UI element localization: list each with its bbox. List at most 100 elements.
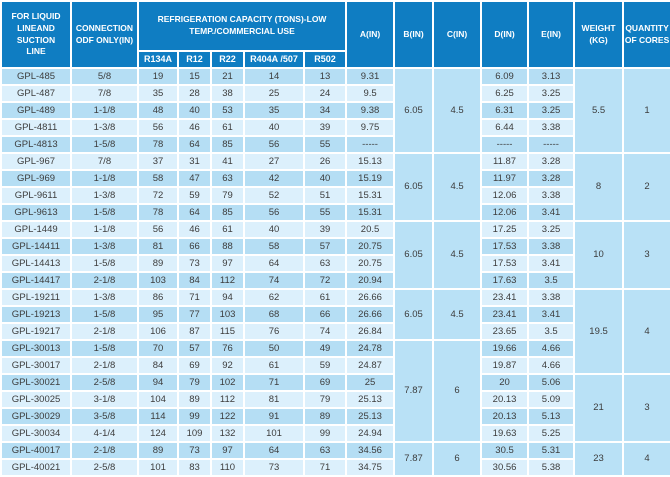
cell-weight-merged: 10 bbox=[573, 220, 625, 290]
table-row: GPL-967 7/8 37 31 41 27 26 15.13 6.05 4.5 11.87 3.2… bbox=[0, 152, 670, 222]
cell-d: 17.25 bbox=[480, 220, 530, 239]
cell-r12: 59 bbox=[177, 186, 212, 205]
cell-r134a: 78 bbox=[137, 135, 179, 154]
table-row: GPL-9611 1-3/8 72 59 79 52 51 15.31 12.06 3.38 bbox=[0, 186, 670, 205]
cell-r12: 69 bbox=[177, 356, 212, 375]
cell-connection: 2-5/8 bbox=[70, 458, 139, 477]
cell-r22: 103 bbox=[210, 305, 245, 324]
cell-model: GPL-9611 bbox=[0, 186, 72, 205]
cell-a: 34.56 bbox=[345, 441, 396, 460]
cell-r134a: 124 bbox=[137, 424, 179, 443]
cell-r134a: 94 bbox=[137, 373, 179, 392]
table-header: FOR LIQUID LINEAND SUCTION LINE CONNECTI… bbox=[0, 0, 670, 69]
cell-d: 19.63 bbox=[480, 424, 530, 443]
cell-r502: 71 bbox=[302, 458, 348, 477]
cell-r12: 46 bbox=[177, 118, 212, 137]
cell-r502: 39 bbox=[302, 220, 348, 239]
cell-a: 24.87 bbox=[345, 356, 396, 375]
cell-r22: 38 bbox=[210, 84, 245, 103]
cell-r22: 102 bbox=[210, 373, 245, 392]
cell-e: 3.41 bbox=[527, 254, 576, 273]
table-body: GPL-485 5/8 19 15 21 14 13 9.31 6.05 4.5 6.09 3.13 5… bbox=[0, 67, 670, 477]
cell-r502: 55 bbox=[302, 203, 348, 222]
cell-r12: 99 bbox=[177, 407, 212, 426]
cell-r134a: 78 bbox=[137, 203, 179, 222]
cell-r404a-507: 74 bbox=[243, 271, 305, 290]
cell-e: 3.28 bbox=[527, 169, 576, 188]
cell-a: 15.13 bbox=[345, 152, 396, 171]
cell-c-merged: 4.5 bbox=[432, 220, 483, 290]
cell-r134a: 58 bbox=[137, 169, 179, 188]
table-row: GPL-40021 2-5/8 101 83 110 73 71 34.75 30.56 5.38 bbox=[0, 458, 670, 477]
cell-d: 20.13 bbox=[480, 390, 530, 409]
cell-e: 4.66 bbox=[527, 356, 576, 375]
table-row: GPL-30029 3-5/8 114 99 122 91 89 25.13 20.13 5.13 bbox=[0, 407, 670, 426]
cell-d: 19.87 bbox=[480, 356, 530, 375]
cell-r404a-507: 64 bbox=[243, 441, 305, 460]
cell-b-merged: 6.05 bbox=[393, 220, 435, 290]
cell-r404a-507: 101 bbox=[243, 424, 305, 443]
cell-quantity-merged: 4 bbox=[622, 288, 670, 375]
cell-d: 17.63 bbox=[480, 271, 530, 290]
cell-model: GPL-30025 bbox=[0, 390, 72, 409]
cell-connection: 1-5/8 bbox=[70, 135, 139, 154]
cell-r22: 92 bbox=[210, 356, 245, 375]
cell-r502: 55 bbox=[302, 135, 348, 154]
cell-r404a-507: 58 bbox=[243, 237, 305, 256]
col-header-r134a: R134A bbox=[137, 50, 179, 69]
cell-r404a-507: 50 bbox=[243, 339, 305, 358]
cell-connection: 1-1/8 bbox=[70, 169, 139, 188]
cell-connection: 2-5/8 bbox=[70, 373, 139, 392]
cell-r22: 61 bbox=[210, 220, 245, 239]
cell-connection: 5/8 bbox=[70, 67, 139, 86]
cell-b-merged: 6.05 bbox=[393, 152, 435, 222]
cell-a: 20.75 bbox=[345, 237, 396, 256]
cell-a: 9.38 bbox=[345, 101, 396, 120]
cell-c-merged: 6 bbox=[432, 441, 483, 477]
cell-r404a-507: 35 bbox=[243, 101, 305, 120]
cell-connection: 2-1/8 bbox=[70, 356, 139, 375]
cell-d: 20 bbox=[480, 373, 530, 392]
cell-connection: 7/8 bbox=[70, 84, 139, 103]
cell-r22: 122 bbox=[210, 407, 245, 426]
cell-connection: 2-1/8 bbox=[70, 271, 139, 290]
cell-r404a-507: 68 bbox=[243, 305, 305, 324]
cell-r404a-507: 91 bbox=[243, 407, 305, 426]
col-header-e: E(IN) bbox=[527, 0, 576, 69]
cell-r22: 110 bbox=[210, 458, 245, 477]
cell-model: GPL-14411 bbox=[0, 237, 72, 256]
cell-d: 6.31 bbox=[480, 101, 530, 120]
cell-weight-merged: 23 bbox=[573, 441, 625, 477]
cell-a: 20.94 bbox=[345, 271, 396, 290]
cell-d: 30.5 bbox=[480, 441, 530, 460]
cell-r12: 73 bbox=[177, 441, 212, 460]
col-header-d: D(IN) bbox=[480, 0, 530, 69]
cell-weight-merged: 5.5 bbox=[573, 67, 625, 154]
cell-r404a-507: 76 bbox=[243, 322, 305, 341]
table-row: GPL-4813 1-5/8 78 64 85 56 55 ----- ----- ----- bbox=[0, 135, 670, 154]
cell-b-merged: 7.87 bbox=[393, 339, 435, 443]
cell-r12: 64 bbox=[177, 135, 212, 154]
cell-e: 3.25 bbox=[527, 220, 576, 239]
cell-a: 20.75 bbox=[345, 254, 396, 273]
cell-connection: 1-5/8 bbox=[70, 339, 139, 358]
table-row: GPL-14417 2-1/8 103 84 112 74 72 20.94 17.63 3.5 bbox=[0, 271, 670, 290]
cell-model: GPL-14413 bbox=[0, 254, 72, 273]
cell-e: 5.31 bbox=[527, 441, 576, 460]
col-header-connection: CONNECTION ODF ONLY(IN) bbox=[70, 0, 139, 69]
cell-r22: 21 bbox=[210, 67, 245, 86]
cell-connection: 1-3/8 bbox=[70, 118, 139, 137]
cell-r134a: 19 bbox=[137, 67, 179, 86]
cell-r502: 61 bbox=[302, 288, 348, 307]
col-header-a: A(IN) bbox=[345, 0, 396, 69]
cell-a: 9.31 bbox=[345, 67, 396, 86]
cell-model: GPL-967 bbox=[0, 152, 72, 171]
table-row: GPL-30017 2-1/8 84 69 92 61 59 24.87 19.87 4.66 bbox=[0, 356, 670, 375]
cell-model: GPL-40021 bbox=[0, 458, 72, 477]
cell-e: 3.38 bbox=[527, 288, 576, 307]
cell-e: 3.38 bbox=[527, 186, 576, 205]
cell-r502: 74 bbox=[302, 322, 348, 341]
cell-model: GPL-30029 bbox=[0, 407, 72, 426]
cell-d: ----- bbox=[480, 135, 530, 154]
